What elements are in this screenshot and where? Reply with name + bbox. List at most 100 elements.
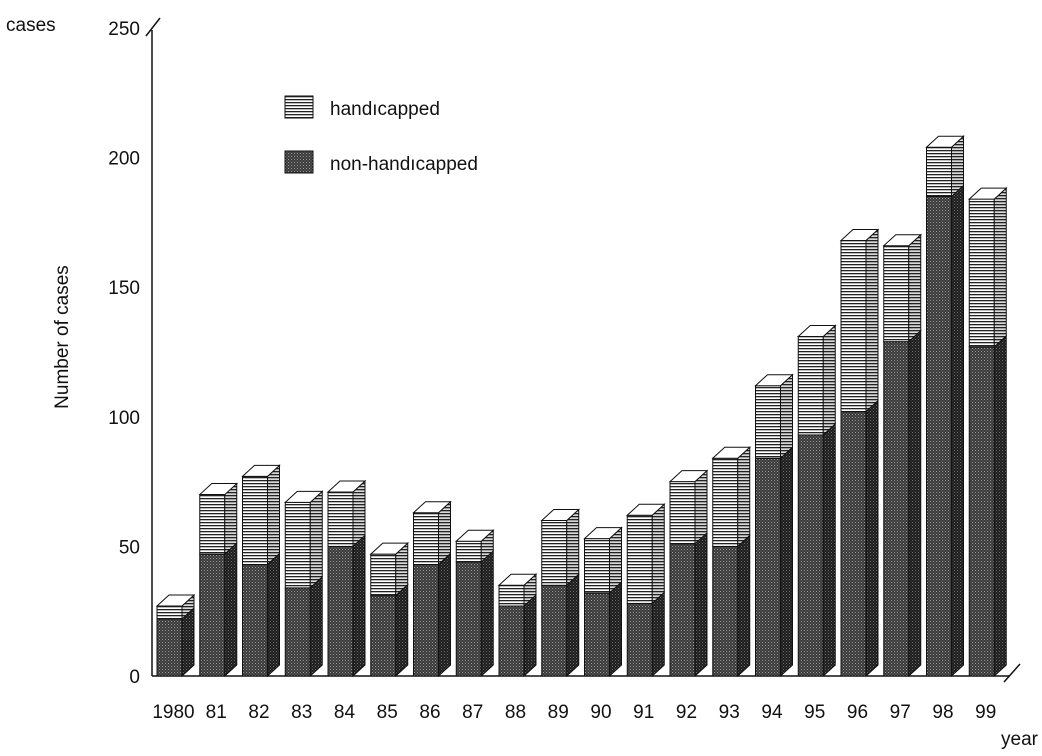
x-tick-label: 93 [719, 702, 740, 723]
bar-top-face [967, 187, 1008, 200]
bar-segment-non-handicapped [284, 587, 311, 677]
bar-segment-handicapped [669, 481, 696, 545]
bar-side-non-handicapped [352, 534, 366, 678]
bar-side-non-handicapped [865, 399, 879, 678]
bar-top-face [412, 501, 452, 514]
bar-segment-handicapped [840, 240, 867, 413]
x-tick-label: 81 [206, 702, 227, 723]
bar-group [412, 500, 452, 678]
bar-group [198, 482, 239, 678]
bar-group [454, 529, 495, 678]
bar-top-face [155, 594, 196, 607]
bar-top-face [241, 464, 281, 477]
bar-top-face [839, 229, 880, 242]
legend-swatch-non-handicapped [284, 150, 314, 174]
bar-top-face [754, 374, 794, 387]
bar-segment-non-handicapped [926, 195, 952, 677]
bar-side-non-handicapped [609, 580, 622, 678]
bar-segment-handicapped [156, 605, 183, 620]
bar-top-face [882, 234, 923, 247]
x-tick-label: 83 [291, 702, 312, 723]
bar-segment-non-handicapped [327, 545, 354, 677]
bar-side-non-handicapped [480, 549, 494, 678]
bar-side-handicapped [694, 469, 708, 545]
bar-top-face [454, 529, 495, 542]
x-tick-label: 85 [377, 702, 398, 723]
bar-top-face [583, 527, 623, 540]
x-tick-label: 1980 [152, 702, 194, 723]
bar-segment-handicapped [755, 385, 781, 459]
bar-side-handicapped [224, 482, 238, 556]
x-tick-label: 84 [334, 702, 356, 723]
x-tick-label: 82 [248, 702, 269, 723]
bar-group [283, 490, 324, 678]
bar-side-non-handicapped [822, 422, 836, 678]
bar-segment-non-handicapped [370, 595, 397, 677]
bar-side-handicapped [309, 490, 323, 590]
bar-segment-handicapped [370, 553, 397, 597]
bar-segment-non-handicapped [968, 346, 995, 677]
bar-side-non-handicapped [737, 534, 751, 678]
bar-side-non-handicapped [395, 583, 409, 678]
y-tick-label: 150 [108, 278, 140, 299]
bar-segment-non-handicapped [755, 457, 781, 677]
y-tick-label: 0 [129, 667, 140, 688]
bar-segment-handicapped [541, 519, 568, 586]
bar-top-face [796, 324, 837, 337]
bar-group [540, 508, 581, 678]
x-tick-label: 98 [932, 702, 953, 723]
bar-segment-non-handicapped [156, 618, 183, 677]
y-axis-break-mark [145, 17, 161, 37]
bar-segment-non-handicapped [669, 543, 696, 677]
bar-top-face [369, 542, 410, 555]
y-tick-label: 250 [108, 19, 140, 40]
bar-top-face [711, 446, 752, 459]
x-tick-label: 87 [462, 702, 483, 723]
bar-segment-non-handicapped [883, 341, 910, 677]
bar-group [839, 228, 880, 678]
x-axis-break-mark [1003, 663, 1021, 683]
bar-group [882, 233, 923, 678]
bar-top-face [540, 508, 581, 521]
bar-group [625, 503, 666, 678]
bar-side-handicapped [993, 186, 1007, 348]
bar-group [326, 479, 367, 678]
bar-segment-non-handicapped [626, 602, 653, 677]
x-axis-title: year [1001, 729, 1039, 750]
x-tick-label: 88 [505, 702, 526, 723]
x-tick-label: 89 [548, 702, 569, 723]
x-tick-label: 94 [761, 702, 783, 723]
y-unit-label: cases [6, 15, 56, 36]
bars [155, 135, 1008, 678]
bar-group [711, 446, 752, 678]
bar-group [668, 469, 709, 678]
x-tick-label: 99 [975, 702, 996, 723]
bar-group [925, 135, 965, 678]
bar-segment-handicapped [413, 512, 439, 566]
bar-segment-handicapped [199, 494, 226, 555]
bar-side-handicapped [908, 233, 922, 343]
bar-side-non-handicapped [951, 184, 964, 678]
x-tick-label: 96 [847, 702, 868, 723]
bar-top-face [326, 480, 367, 493]
bar-side-non-handicapped [267, 552, 280, 678]
y-tick-label: 50 [119, 537, 140, 558]
bar-group [155, 593, 196, 678]
bar-segment-handicapped [242, 475, 268, 566]
bar-side-non-handicapped [181, 606, 195, 678]
bar-segment-handicapped [498, 584, 525, 607]
bar-group [369, 542, 410, 678]
bar-segment-handicapped [712, 457, 739, 547]
legend: handıcapped non-handıcapped [284, 95, 478, 175]
bar-top-face [283, 490, 324, 503]
bar-side-non-handicapped [780, 446, 793, 678]
bar-segment-handicapped [327, 491, 354, 547]
bar-side-non-handicapped [523, 593, 537, 678]
bar-segment-handicapped [883, 245, 910, 343]
bar-top-face [668, 470, 709, 483]
bar-segment-non-handicapped [584, 592, 610, 677]
x-tick-label: 90 [590, 702, 611, 723]
bar-group [754, 373, 794, 678]
bar-top-face [625, 503, 666, 516]
